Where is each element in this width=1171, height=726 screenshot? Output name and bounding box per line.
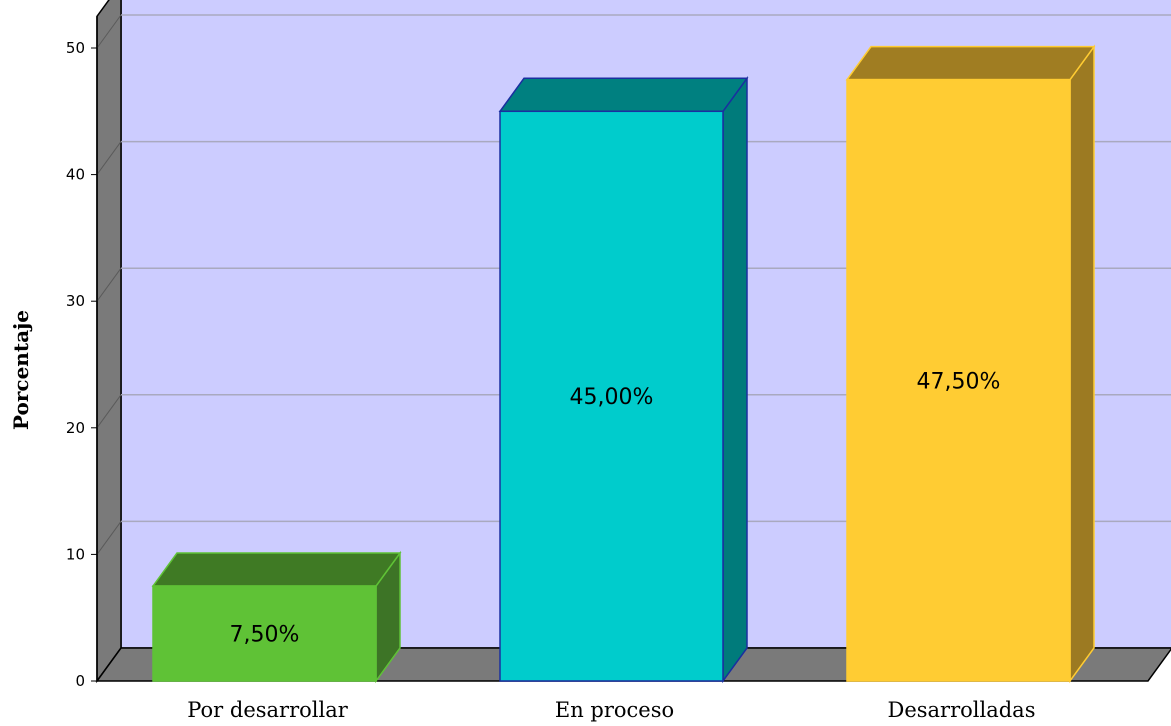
y-tick-label: 40 [66, 166, 85, 184]
y-tick-label: 0 [75, 672, 85, 690]
gridline-wall [96, 267, 122, 302]
bar-side [1069, 44, 1095, 684]
x-tick-label: Por desarrollar [187, 698, 348, 722]
bar-3 [845, 44, 1096, 684]
labels: 7,50% Por desarrollar 45,00% En proceso 47,5… [187, 369, 1035, 722]
left-wall [96, 0, 122, 684]
data-label: 7,50% [230, 623, 300, 648]
gridline-wall [96, 14, 122, 49]
x-tick-label: Desarrolladas [888, 698, 1036, 722]
bar-top [845, 45, 1096, 81]
gridline-wall [96, 394, 122, 429]
y-tick-label: 10 [66, 545, 85, 563]
gridline-wall [96, 141, 122, 175]
y-axis: 0 10 20 30 40 50 [66, 16, 98, 690]
bar [152, 585, 377, 682]
bar-2 [498, 75, 749, 684]
y-axis-label: Porcentaje [9, 310, 33, 430]
bar [499, 110, 724, 682]
bar-1 [151, 550, 402, 684]
bar-top [151, 552, 402, 587]
bar-top [498, 77, 749, 113]
y-tick-label: 20 [66, 419, 85, 437]
bars [151, 44, 1096, 684]
data-label: 47,50% [917, 369, 1001, 394]
y-tick-label: 50 [66, 39, 85, 57]
bar [846, 78, 1071, 682]
gridline-wall [96, 521, 122, 555]
x-tick-label: En proceso [555, 698, 674, 722]
y-tick-label: 30 [66, 292, 85, 310]
data-label: 45,00% [570, 385, 654, 410]
bar-side [722, 75, 748, 684]
